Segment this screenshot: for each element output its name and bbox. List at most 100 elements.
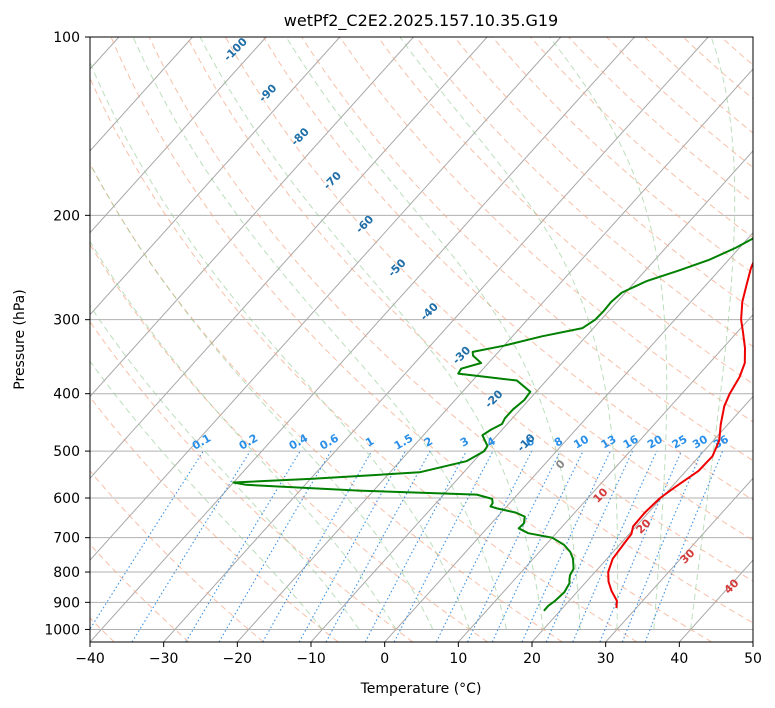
isotherm-line	[90, 37, 267, 234]
y-tick-label: 200	[53, 208, 80, 224]
dry-adiabat-line	[90, 243, 488, 642]
mixing-ratio-line	[644, 450, 724, 642]
isotherm-line	[531, 395, 753, 642]
x-tick-label: −20	[223, 651, 253, 667]
isotherm-label: -60	[353, 212, 376, 235]
isotherm-line	[90, 37, 341, 316]
dry-adiabat-line	[110, 37, 712, 642]
isotherm-line	[605, 477, 753, 642]
x-tick-label: −30	[149, 651, 179, 667]
mixing-ratio-line	[491, 450, 584, 642]
dry-adiabat-line	[90, 320, 414, 642]
moist-adiabat-line	[690, 37, 736, 630]
y-tick-label: 700	[53, 531, 80, 547]
moist-adiabat-line	[399, 37, 619, 630]
isotherm-label: -70	[321, 169, 344, 192]
y-tick-label: 1000	[44, 622, 80, 638]
mixing-ratio-label: 1.5	[392, 432, 415, 453]
y-tick-label: 800	[53, 565, 80, 581]
mixing-ratio-label: 30	[690, 432, 710, 451]
isotherm-line	[90, 37, 414, 398]
mixing-ratio-line	[364, 450, 467, 642]
mixing-ratio-label: 0.4	[287, 431, 311, 452]
dry-adiabat-label: 10	[591, 485, 611, 505]
x-tick-label: −40	[75, 651, 105, 667]
mixing-ratio-label: 10	[571, 432, 591, 451]
x-tick-label: 20	[523, 651, 541, 667]
mixing-ratio-label: 3	[458, 435, 471, 450]
mixing-ratio-line	[298, 450, 406, 642]
mixing-ratio-line	[599, 450, 682, 642]
moist-adiabat-line	[90, 162, 434, 630]
dry-adiabat-label: 30	[678, 546, 698, 566]
mixing-ratio-line	[131, 450, 251, 642]
mixing-ratio-line	[325, 450, 431, 642]
chart-title: wetPf2_C2E2.2025.157.10.35.G19	[284, 11, 558, 31]
mixing-ratio-label: 0.2	[237, 432, 260, 453]
dry-adiabat-line	[148, 37, 753, 624]
moist-adiabat-label: 0	[553, 457, 568, 472]
mixing-ratio-line	[621, 450, 703, 642]
x-tick-label: 30	[597, 651, 615, 667]
isotherm-line	[90, 37, 562, 561]
mixing-ratio-label: 20	[645, 432, 665, 451]
mixing-ratio-label: 2	[422, 435, 435, 450]
moist-adiabat-line	[549, 37, 668, 630]
temperature-line	[607, 260, 753, 609]
mixing-ratio-line	[435, 450, 533, 642]
y-tick-label: 300	[53, 313, 80, 329]
isotherm-label: -90	[256, 81, 279, 104]
isotherm-line	[236, 68, 753, 642]
moist-adiabat-line	[90, 61, 471, 630]
y-tick-label: 100	[53, 30, 80, 46]
dry-adiabat-line	[720, 37, 753, 66]
moist-adiabat-line	[285, 37, 581, 630]
moist-adiabat-line	[90, 304, 360, 630]
dry-adiabat-line	[759, 37, 775, 642]
mixing-ratio-line	[467, 450, 561, 642]
dry-adiabat-line	[415, 37, 753, 348]
y-tick-label: 500	[53, 444, 80, 460]
dry-adiabat-line	[90, 543, 190, 642]
isotherm-line	[384, 231, 753, 642]
isotherm-line	[90, 37, 635, 642]
mixing-ratio-line	[90, 450, 204, 630]
mixing-ratio-label: 0.6	[318, 431, 342, 452]
isotherm-line	[90, 37, 488, 480]
mixing-ratio-label: 13	[599, 433, 619, 452]
isotherm-line	[163, 37, 709, 642]
x-tick-label: 0	[380, 651, 389, 667]
moist-adiabat-line	[90, 360, 323, 630]
dry-adiabat-label: 20	[634, 516, 654, 536]
x-tick-label: 10	[449, 651, 467, 667]
mixing-ratio-label: 25	[670, 433, 690, 452]
dry-adiabat-line	[644, 37, 753, 134]
isotherm-label: -20	[482, 387, 505, 410]
x-tick-label: −10	[296, 651, 326, 667]
x-axis-label: Temperature (°C)	[360, 681, 482, 697]
y-axis-label: Pressure (hPa)	[12, 289, 28, 389]
dry-adiabat-line	[90, 470, 264, 642]
x-tick-label: 40	[670, 651, 688, 667]
x-axis: −40 −30 −20 −10 0 10 20 30 40 50	[75, 642, 762, 667]
mixing-ratio-line	[572, 450, 658, 642]
y-tick-label: 400	[53, 387, 80, 403]
y-tick-label: 600	[53, 491, 80, 507]
moist-adiabat-line	[132, 37, 507, 630]
isotherm-label: -30	[450, 344, 473, 367]
mixing-ratio-label: 1	[363, 435, 376, 450]
isotherm-label: -50	[385, 256, 408, 279]
dry-adiabat-label: 40	[722, 576, 742, 596]
dry-adiabat-line	[377, 37, 753, 385]
isotherm-line	[90, 37, 193, 152]
mixing-ratio-label: 8	[552, 435, 565, 450]
y-axis: 100 200 300 400 500 600 700 800 900 1000	[44, 30, 90, 638]
x-tick-label: 50	[744, 651, 762, 667]
dry-adiabat-line	[682, 37, 753, 100]
isotherm-line	[310, 150, 753, 642]
isotherm-line	[752, 641, 753, 642]
isotherm-label: -80	[289, 125, 312, 148]
mixing-ratio-label: 16	[621, 432, 641, 451]
dry-adiabat-line	[90, 396, 339, 642]
